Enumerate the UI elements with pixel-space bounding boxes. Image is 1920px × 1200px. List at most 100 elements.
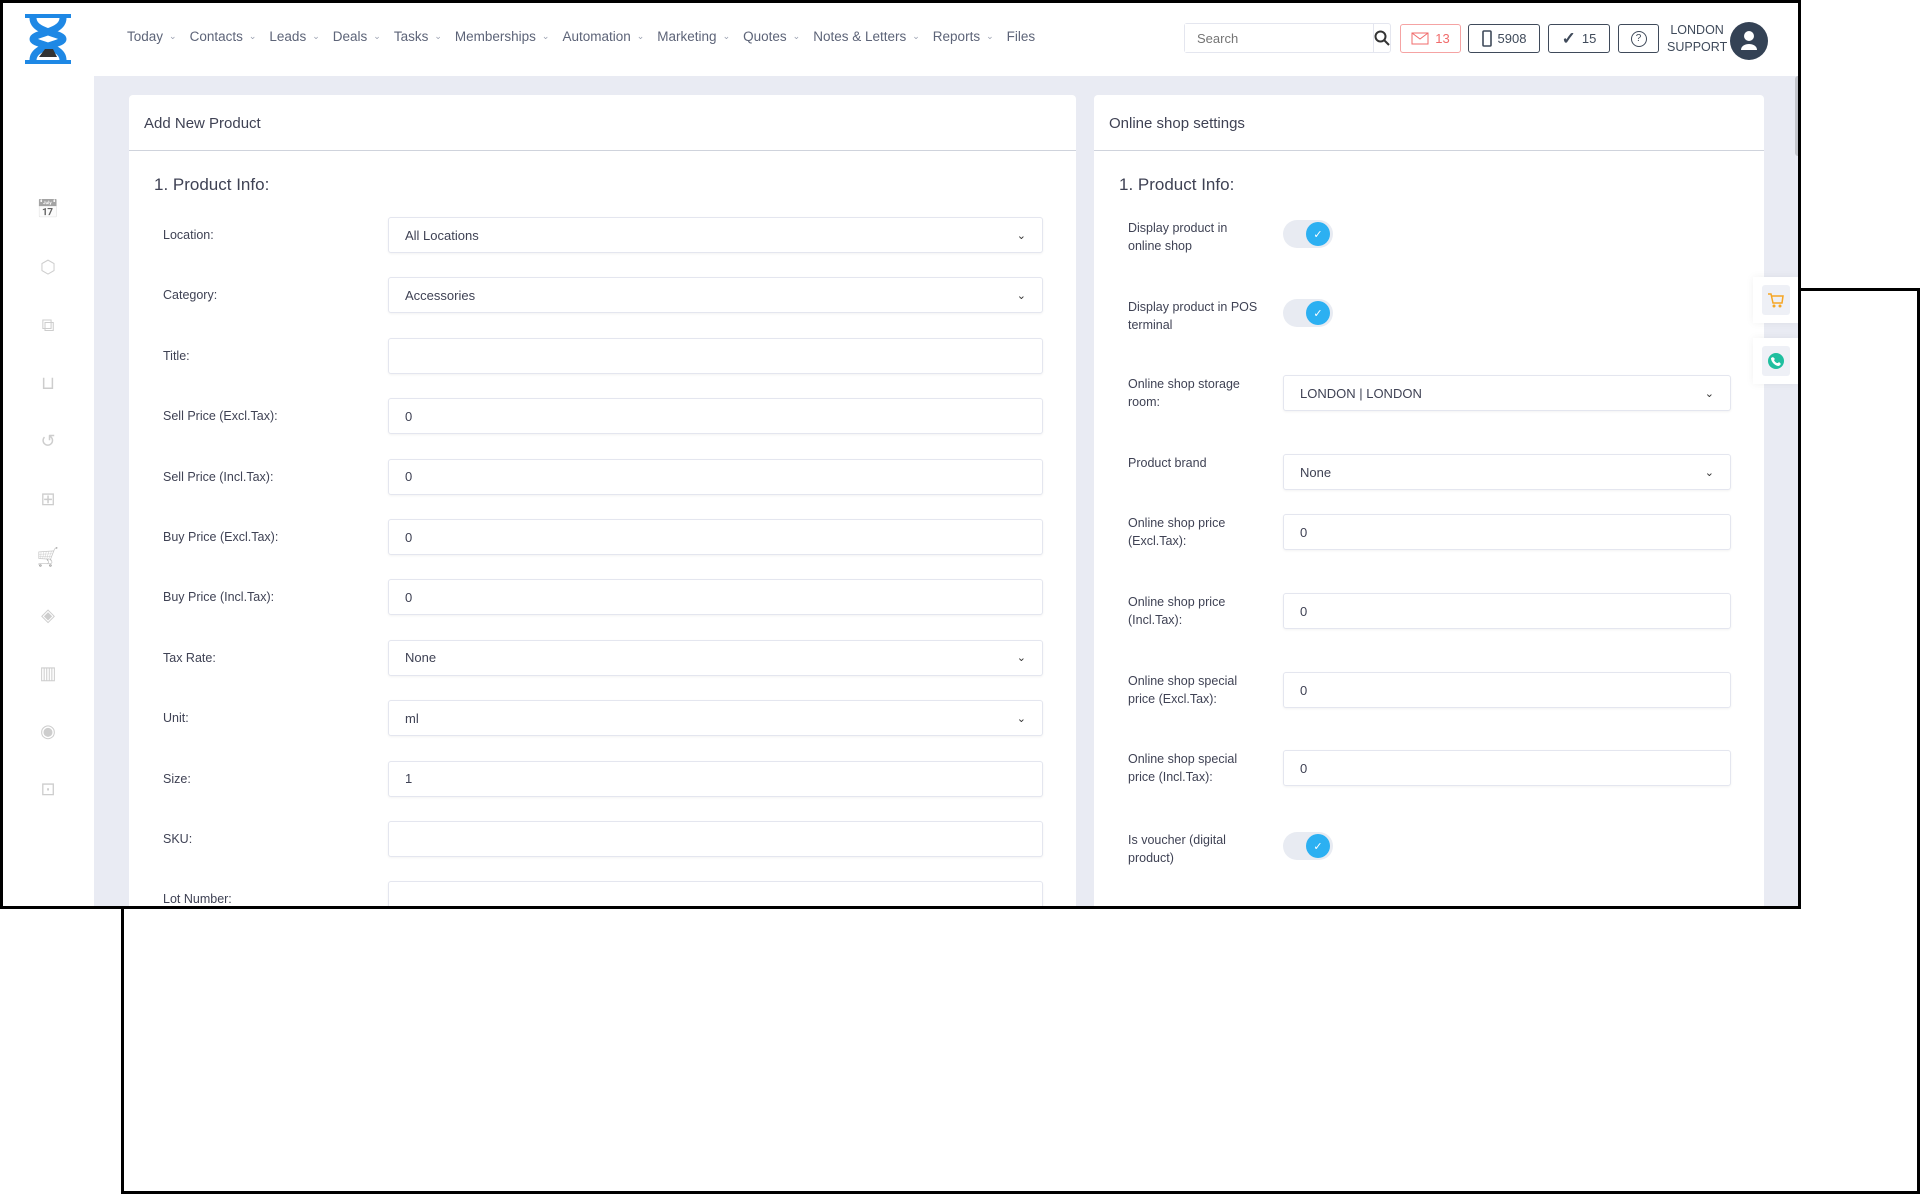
calendar-icon[interactable]: 📅 (36, 198, 60, 219)
mail-count: 13 (1435, 31, 1450, 46)
online-shop-price-excl-tax-label: Online shop price (Excl.Tax): (1128, 516, 1226, 548)
main-menu: Today ⌄ Contacts ⌄ Leads ⌄ Deals ⌄ Tasks ⌄ Members… (127, 29, 1035, 44)
nav-item-label: Marketing (657, 29, 717, 44)
nav-item-label: Contacts (189, 29, 243, 44)
display-product-in-online-shop-toggle[interactable]: ✓ (1283, 220, 1333, 248)
search-button[interactable] (1373, 24, 1390, 52)
title-label: Title: (163, 348, 190, 363)
copy-icon[interactable]: ⧉ (41, 314, 55, 335)
app-logo-icon[interactable] (23, 13, 73, 65)
nav-item-label: Deals (332, 29, 368, 44)
location-select[interactable]: All Locations ⌄ (388, 217, 1043, 253)
online-shop-special-price-excl-tax-input[interactable]: 0 (1283, 672, 1731, 708)
nav-item-reports[interactable]: Reports ⌄ (933, 29, 994, 44)
nav-item-marketing[interactable]: Marketing ⌄ (657, 29, 730, 44)
cart-icon[interactable]: 🛒 (36, 546, 60, 567)
cart-icon (1767, 293, 1784, 308)
mail-button[interactable]: 13 (1400, 24, 1461, 53)
chevron-down-icon: ⌄ (792, 31, 801, 41)
field-value: 0 (1300, 682, 1308, 698)
nav-item-contacts[interactable]: Contacts ⌄ (190, 29, 257, 44)
chevron-down-icon: ⌄ (1016, 652, 1026, 665)
mail-icon (1411, 32, 1429, 45)
buy-price-excl-tax-label: Buy Price (Excl.Tax): (163, 530, 279, 544)
sell-price-excl-tax-label: Sell Price (Excl.Tax): (163, 409, 278, 424)
lock-icon[interactable]: ⊡ (40, 778, 56, 799)
nav-item-label: Automation (562, 29, 631, 44)
user-circle-icon[interactable]: ◉ (40, 720, 56, 741)
category-select[interactable]: Accessories ⌄ (388, 277, 1043, 314)
chevron-down-icon: ⌄ (912, 31, 920, 41)
online-shop-storage-room-label: Online shop storage room: (1128, 377, 1240, 409)
help-button[interactable]: ? (1618, 24, 1659, 53)
search-box (1184, 23, 1391, 53)
phone-count: 5908 (1497, 31, 1527, 46)
nav-item-leads[interactable]: Leads ⌄ (269, 29, 319, 44)
online-shop-price-incl-tax-label: Online shop price (Incl.Tax): (1128, 595, 1226, 627)
chevron-down-icon: ⌄ (1704, 466, 1714, 479)
tax-rate-select[interactable]: None ⌄ (388, 639, 1043, 676)
chevron-down-icon: ⌄ (373, 31, 381, 41)
top-navbar: Today ⌄ Contacts ⌄ Leads ⌄ Deals ⌄ Tasks ⌄ Members… (3, 3, 1798, 76)
user-name[interactable]: LONDON SUPPORT (1667, 22, 1727, 56)
online-shop-special-price-incl-tax-input[interactable]: 0 (1283, 750, 1731, 786)
tag-icon[interactable]: ◈ (41, 604, 55, 625)
chevron-down-icon: ⌄ (722, 31, 731, 41)
gift-icon[interactable]: ⊞ (40, 488, 56, 509)
tasks-button[interactable]: ✓ 15 (1548, 24, 1610, 53)
nav-item-memberships[interactable]: Memberships ⌄ (455, 29, 550, 44)
scrollbar[interactable] (1795, 76, 1798, 156)
app-window: Today ⌄ Contacts ⌄ Leads ⌄ Deals ⌄ Tasks ⌄ Members… (0, 0, 1801, 909)
check-icon: ✓ (1306, 222, 1330, 246)
chevron-down-icon: ⌄ (434, 31, 442, 41)
field-value: 0 (405, 408, 413, 424)
online-shop-price-excl-tax-input[interactable]: 0 (1283, 514, 1731, 550)
history-icon[interactable]: ↺ (40, 430, 56, 451)
shop-cart-float-button[interactable] (1753, 277, 1798, 323)
product-brand-select[interactable]: None ⌄ (1283, 454, 1731, 490)
lot-number-label: Lot Number: (163, 892, 232, 907)
nav-item-today[interactable]: Today ⌄ (127, 29, 177, 44)
nav-item-automation[interactable]: Automation ⌄ (562, 29, 644, 44)
size-input[interactable]: 1 (388, 760, 1043, 797)
sell-price-incl-tax-label: Sell Price (Incl.Tax): (163, 469, 274, 484)
field-value: ml (405, 710, 419, 726)
field-value: 1 (405, 771, 413, 787)
sell-price-excl-tax-input[interactable]: 0 (388, 398, 1043, 435)
search-input[interactable] (1185, 24, 1373, 52)
field-value: 0 (405, 529, 413, 545)
sell-price-incl-tax-input[interactable]: 0 (388, 458, 1043, 495)
phone-button[interactable]: 5908 (1468, 24, 1540, 53)
nav-item-deals[interactable]: Deals ⌄ (333, 29, 381, 44)
unit-label: Unit: (163, 711, 189, 726)
online-shop-special-price-incl-tax-label: Online shop special price (Incl.Tax): (1128, 752, 1238, 784)
report-icon[interactable]: ▥ (39, 662, 57, 683)
online-shop-storage-room-select[interactable]: LONDON | LONDON ⌄ (1283, 375, 1731, 411)
unit-select[interactable]: ml ⌄ (388, 700, 1043, 737)
buy-price-excl-tax-input[interactable]: 0 (388, 519, 1043, 555)
nav-item-notes-letters[interactable]: Notes & Letters ⌄ (813, 29, 920, 44)
field-value: None (1300, 464, 1332, 480)
display-product-in-pos-terminal-toggle[interactable]: ✓ (1283, 299, 1333, 327)
sidebar: 📅 ⬡ ⧉ ⊔ ↺ ⊞ 🛒 ◈ ▥ ◉ ⊡ (3, 76, 94, 906)
nav-item-quotes[interactable]: Quotes ⌄ (743, 29, 800, 44)
nav-item-label: Leads (269, 29, 307, 44)
section-title: 1. Product Info: (1119, 175, 1235, 194)
avatar[interactable] (1730, 22, 1768, 60)
online-shop-price-incl-tax-input[interactable]: 0 (1283, 593, 1731, 629)
title-input[interactable] (388, 337, 1043, 374)
field-value: 0 (1300, 524, 1308, 540)
nav-item-files[interactable]: Files (1007, 29, 1036, 44)
nav-item-tasks[interactable]: Tasks ⌄ (394, 29, 442, 44)
sku-input[interactable] (388, 821, 1043, 857)
lot-number-input[interactable] (388, 881, 1043, 906)
field-value: Accessories (405, 287, 476, 303)
buy-price-incl-tax-input[interactable]: 0 (388, 579, 1043, 616)
box-icon[interactable]: ⬡ (40, 256, 56, 277)
add-product-card: Add New Product 1. Product Info: Locatio… (129, 95, 1076, 907)
phone-float-button[interactable] (1753, 338, 1798, 384)
phone-icon (1481, 30, 1492, 47)
phone-call-icon (1767, 353, 1784, 369)
inbox-icon[interactable]: ⊔ (40, 372, 56, 393)
is-voucher-digital-product-toggle[interactable]: ✓ (1283, 832, 1333, 860)
